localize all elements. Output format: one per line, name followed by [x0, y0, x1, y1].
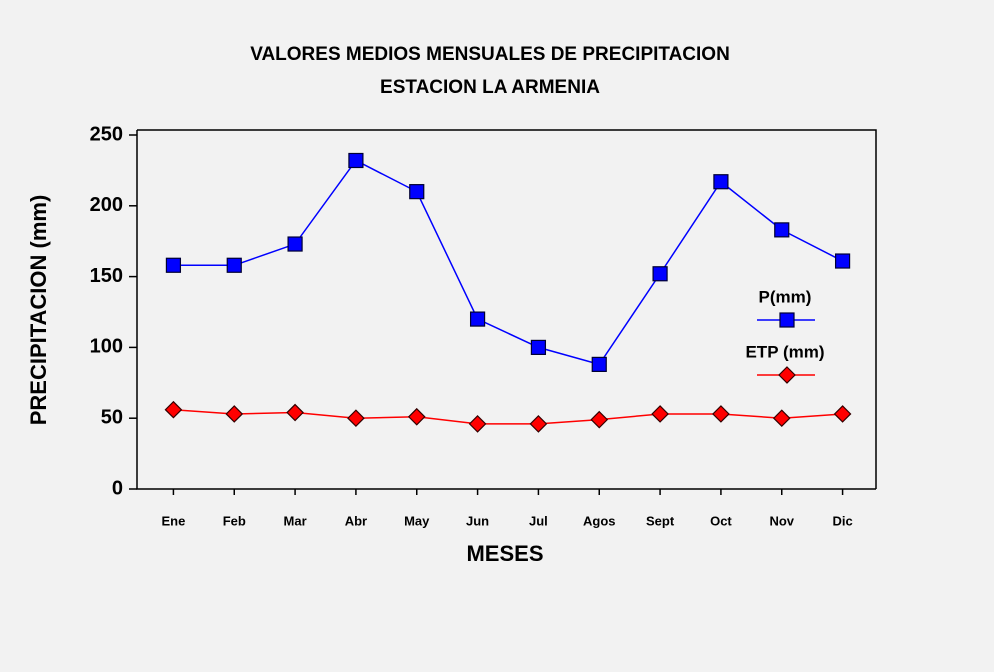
y-tick-label: 0: [112, 477, 123, 499]
data-point: [833, 405, 852, 423]
legend-label: ETP (mm): [745, 342, 824, 361]
series-line: [173, 408, 843, 425]
data-point: [468, 415, 487, 433]
x-tick-label: Nov: [769, 513, 794, 528]
y-tick-label: 50: [101, 406, 123, 428]
data-point: [165, 257, 182, 273]
y-tick-label: 100: [90, 336, 123, 358]
data-point: [651, 405, 669, 423]
data-point: [774, 222, 790, 238]
data-point: [287, 236, 303, 252]
x-axis-label: MESES: [466, 541, 543, 566]
data-point: [530, 339, 547, 355]
x-tick-label: May: [404, 513, 430, 528]
y-tick-label: 200: [90, 194, 123, 216]
x-tick-label: Oct: [710, 513, 732, 528]
x-tick-label: Feb: [223, 513, 246, 528]
data-point: [348, 152, 364, 169]
data-point: [834, 253, 851, 269]
y-tick-label: 150: [90, 265, 123, 287]
data-point: [652, 266, 668, 282]
x-tick-label: Agos: [583, 513, 616, 528]
data-point: [347, 409, 365, 428]
data-point: [529, 415, 548, 433]
data-point: [407, 407, 426, 426]
x-tick-label: Abr: [345, 513, 367, 528]
x-tick-label: Mar: [284, 513, 307, 528]
data-point: [712, 405, 730, 423]
data-point: [772, 409, 791, 428]
data-point: [225, 405, 244, 423]
legend-marker: [779, 312, 795, 328]
x-tick-label: Sept: [646, 513, 675, 528]
x-tick-label: Dic: [832, 513, 852, 528]
data-point: [590, 410, 609, 429]
y-axis-label: PRECIPITACION (mm): [26, 195, 51, 426]
data-point: [469, 311, 486, 327]
chart-subtitle: ESTACION LA ARMENIA: [380, 77, 600, 98]
data-point: [591, 356, 607, 372]
y-tick-label: 250: [90, 123, 123, 145]
data-point: [409, 184, 425, 200]
x-tick-label: Jul: [529, 513, 548, 528]
data-point: [713, 174, 729, 190]
x-tick-label: Ene: [161, 513, 185, 528]
legend-label: P(mm): [759, 287, 812, 306]
chart-title: VALORES MEDIOS MENSUALES DE PRECIPITACIO…: [250, 44, 730, 65]
series-line: [173, 159, 843, 366]
data-point: [164, 400, 183, 419]
data-point: [226, 257, 242, 273]
legend-marker: [778, 366, 796, 384]
x-tick-label: Jun: [466, 513, 489, 528]
data-point: [286, 403, 304, 422]
